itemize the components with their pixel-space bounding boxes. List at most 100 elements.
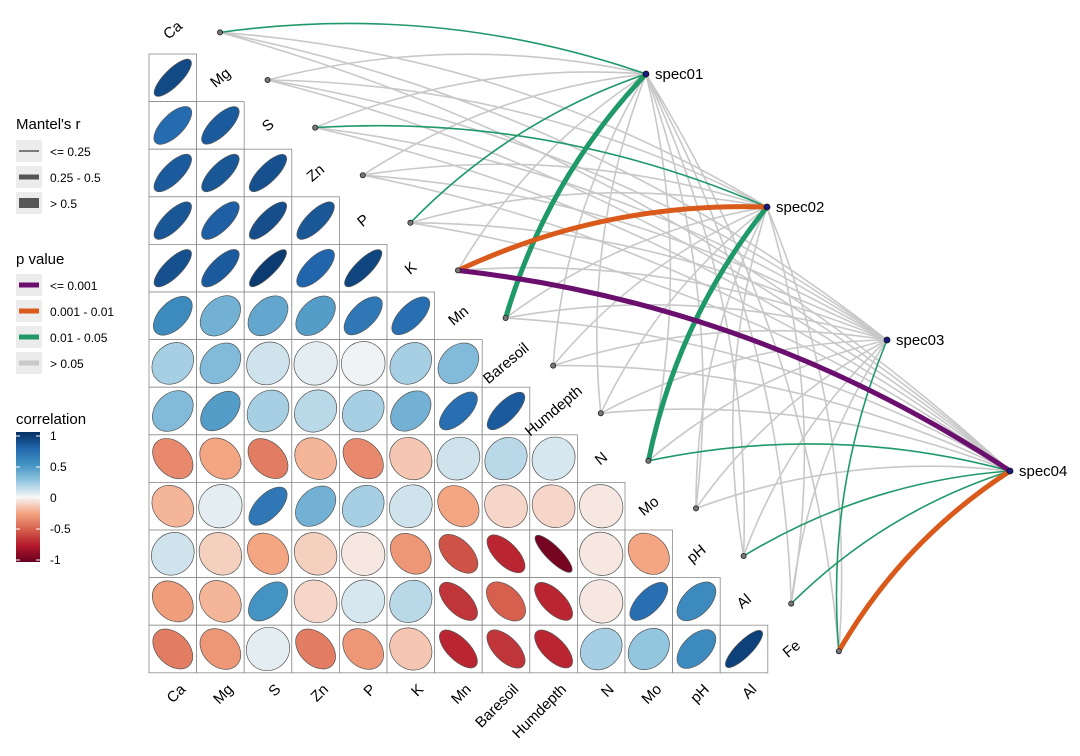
link-spec03-k — [457, 266, 888, 341]
env-node-ph — [740, 553, 747, 560]
diag-label-ca: Ca — [160, 17, 186, 43]
diag-label-mo: Mo — [636, 493, 663, 519]
link-spec03-mo — [695, 339, 888, 510]
cell-k-p-ellipse — [344, 249, 383, 288]
cell-al-mg-ellipse — [199, 580, 242, 623]
legend-corr-label-3: 0 — [50, 491, 57, 505]
link-spec03-mg — [266, 79, 888, 341]
link-spec04-s — [314, 126, 1011, 472]
env-node-baresoil — [550, 362, 557, 369]
legend-mantel-title: Mantel's r — [16, 116, 81, 133]
x-label-mo: Mo — [638, 681, 665, 708]
link-spec02-mo — [695, 206, 768, 510]
spec-label-spec04: spec04 — [1019, 463, 1067, 480]
spec-label-spec02: spec02 — [776, 199, 824, 216]
diag-label-n: N — [592, 449, 611, 469]
legend-panel: Mantel's r <= 0.25 0.25 - 0.5 > 0.5 p va… — [16, 116, 114, 567]
link-spec03-fe — [835, 339, 888, 652]
legend-p-label-1: <= 0.001 — [50, 279, 98, 293]
cell-n-mn-ellipse — [436, 436, 481, 481]
x-label-al: Al — [739, 681, 760, 702]
correlation-matrix — [148, 53, 769, 674]
link-spec03-p — [409, 222, 888, 341]
cell-baresoil-mn-ellipse — [437, 342, 480, 385]
link-spec01-k — [457, 73, 647, 272]
cell-fe-zn-ellipse — [295, 628, 336, 670]
link-spec03-n — [647, 339, 888, 462]
env-node-p — [407, 219, 414, 226]
cell-mo-s-ellipse — [248, 486, 288, 526]
diag-label-fe: Fe — [780, 637, 804, 661]
cell-s-mg-ellipse — [201, 106, 240, 145]
cell-ph-k-ellipse — [390, 533, 432, 575]
legend-p-items: <= 0.001 0.001 - 0.01 0.01 - 0.05 > 0.05 — [16, 274, 114, 374]
cell-al-ph-ellipse — [676, 581, 717, 622]
x-label-ph: pH — [687, 681, 713, 707]
env-node-s — [312, 124, 319, 131]
legend-corr-ticks: 1 0.5 0 -0.5 -1 — [16, 429, 71, 567]
cell-al-k-ellipse — [389, 579, 433, 623]
link-spec04-k — [455, 267, 1013, 474]
cell-fe-k-ellipse — [389, 627, 433, 671]
cell-mg-ca-ellipse — [153, 58, 192, 97]
link-spec03-s — [314, 126, 888, 341]
cell-fe-p-ellipse — [342, 628, 384, 670]
link-spec04-mg — [266, 79, 1011, 472]
cell-fe-ph-ellipse — [676, 629, 717, 669]
link-spec01-ph — [645, 73, 746, 557]
cell-al-n-ellipse — [579, 579, 624, 624]
x-label-mg: Mg — [210, 681, 237, 708]
link-spec01-al — [645, 73, 792, 605]
diag-label-baresoil: Baresoil — [480, 340, 532, 388]
cell-al-baresoil-ellipse — [486, 581, 526, 622]
cell-n-ca-ellipse — [152, 438, 194, 480]
env-node-mn — [502, 314, 509, 321]
legend-p-label-2: 0.001 - 0.01 — [50, 305, 114, 319]
cell-zn-s-ellipse — [249, 154, 287, 192]
cell-ph-p-ellipse — [341, 531, 386, 576]
cell-al-ca-ellipse — [151, 580, 194, 623]
spec-node-spec04 — [1006, 467, 1014, 475]
diag-label-p: P — [354, 211, 373, 230]
cell-ph-ca-ellipse — [151, 532, 195, 576]
link-spec01-mn — [503, 71, 649, 321]
cell-humdepth-mn-ellipse — [439, 391, 478, 431]
link-spec03-zn — [362, 174, 888, 341]
link-spec01-mg — [266, 53, 647, 81]
cell-mo-zn-ellipse — [295, 485, 337, 527]
x-label-s: S — [265, 681, 284, 700]
link-spec04-ph — [742, 470, 1011, 557]
link-spec02-baresoil — [552, 206, 768, 367]
cell-ph-zn-ellipse — [293, 532, 338, 576]
cell-k-zn-ellipse — [296, 249, 335, 288]
legend-mantel-label-3: > 0.5 — [50, 197, 77, 211]
cell-p-zn-ellipse — [296, 201, 335, 240]
diag-label-zn: Zn — [304, 161, 328, 185]
cell-fe-baresoil-ellipse — [486, 629, 526, 669]
cell-mn-zn-ellipse — [295, 295, 336, 336]
link-spec04-humdepth — [600, 408, 1011, 472]
link-spec03-ca — [219, 31, 888, 341]
cell-p-mg-ellipse — [201, 201, 240, 240]
cell-al-zn-ellipse — [293, 579, 338, 624]
x-label-p: P — [360, 681, 379, 700]
cell-ph-mn-ellipse — [438, 534, 479, 574]
legend-corr-label-5: -1 — [50, 553, 61, 567]
legend-corr-label-2: 0.5 — [50, 460, 67, 474]
link-spec04-zn — [362, 174, 1011, 472]
cell-baresoil-k-ellipse — [389, 342, 433, 385]
cell-mo-k-ellipse — [389, 484, 433, 528]
cell-humdepth-mg-ellipse — [200, 390, 241, 432]
env-node-mo — [693, 505, 700, 512]
env-node-fe — [835, 648, 842, 655]
cell-ph-s-ellipse — [247, 532, 289, 575]
cell-n-k-ellipse — [389, 437, 433, 481]
cell-humdepth-baresoil-ellipse — [486, 391, 526, 431]
cell-mo-mg-ellipse — [198, 484, 243, 529]
cell-p-ca-ellipse — [153, 201, 192, 240]
link-spec02-fe — [766, 206, 843, 652]
cell-n-humdepth-ellipse — [531, 436, 576, 481]
link-spec02-zn — [362, 163, 768, 208]
link-spec04-n — [647, 443, 1011, 472]
